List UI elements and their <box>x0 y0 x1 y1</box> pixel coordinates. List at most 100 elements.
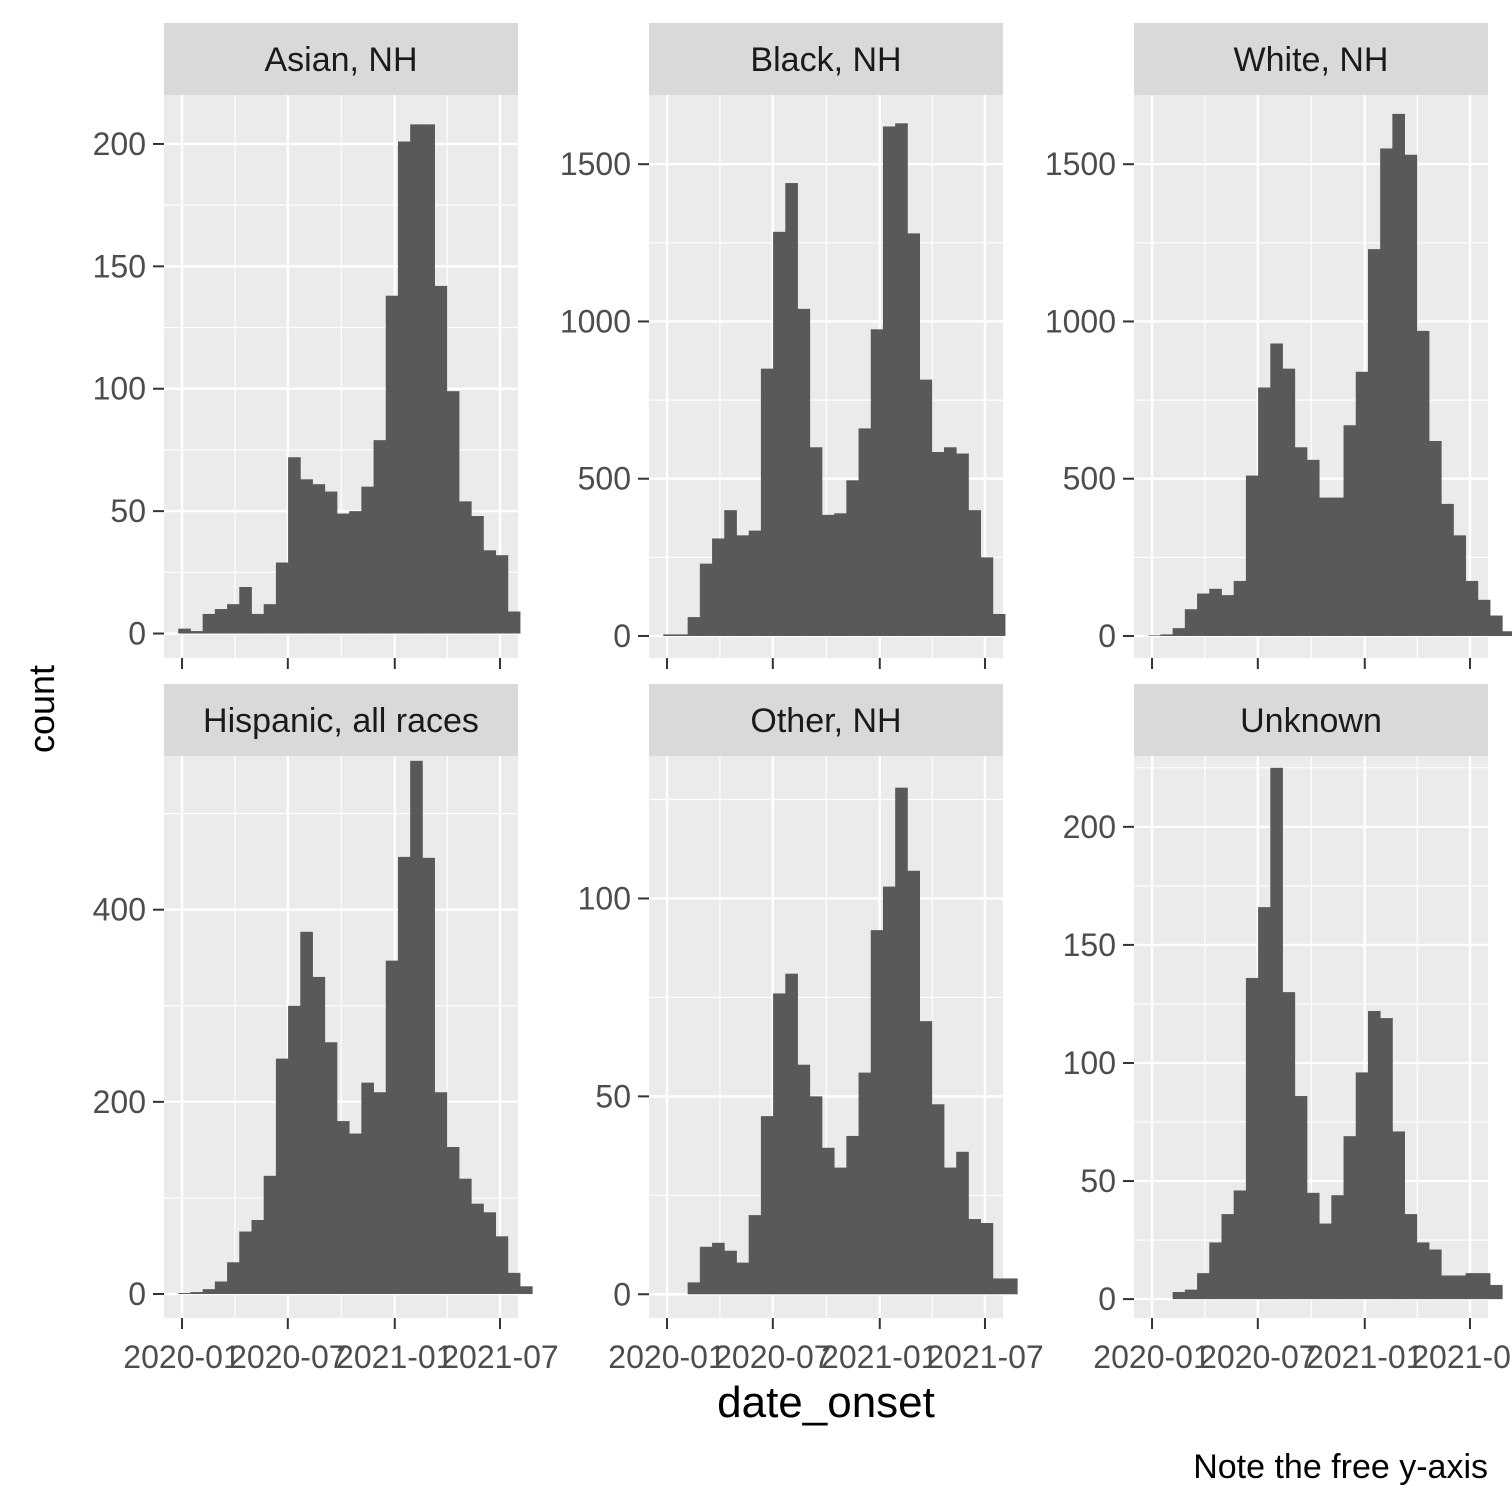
histogram-bar <box>361 1082 374 1294</box>
histogram-bar <box>190 1292 204 1294</box>
histogram-bar <box>1245 977 1259 1300</box>
histogram-bar <box>675 634 689 636</box>
histogram-bar <box>1221 595 1235 636</box>
histogram-bar <box>809 447 823 636</box>
panel-4: Hispanic, all races 0 200 400 2020-012020-07… <box>93 684 559 1375</box>
x-tick-label: 2020-01 <box>123 1339 240 1375</box>
histogram-bar <box>1502 631 1512 636</box>
histogram-bar <box>495 555 509 634</box>
histogram-bar <box>980 1223 994 1295</box>
histogram-bar <box>263 604 277 634</box>
histogram-bar <box>263 1175 277 1294</box>
y-tick-label: 500 <box>1063 461 1116 497</box>
histogram-bar <box>385 295 399 634</box>
histogram-bar <box>483 550 497 634</box>
y-tick-label: 200 <box>1063 809 1116 845</box>
y-tick-label: 50 <box>595 1078 631 1114</box>
histogram-bar <box>1380 148 1393 636</box>
histogram-bar <box>1429 440 1442 636</box>
histogram-bar <box>1441 1275 1454 1300</box>
histogram-bar <box>1306 459 1320 636</box>
histogram-bar <box>1355 371 1369 636</box>
histogram-bar <box>1282 992 1296 1300</box>
histogram-bar <box>507 611 521 634</box>
histogram-bar <box>1148 635 1161 636</box>
facet-label: Unknown <box>1240 702 1382 740</box>
x-tick-label: 2021-07 <box>1411 1339 1512 1375</box>
histogram-bar <box>373 440 387 634</box>
histogram-bar <box>773 231 786 636</box>
facet-strip <box>649 23 1003 95</box>
y-tick-label: 100 <box>1063 1045 1116 1081</box>
histogram-bar <box>760 1116 774 1295</box>
histogram-bar <box>699 1246 713 1295</box>
histogram-bar <box>1258 387 1271 636</box>
y-tick-label: 0 <box>128 616 146 652</box>
panel-2: Black, NH 0 500 1000 1500 <box>560 23 1006 669</box>
y-tick-label: 0 <box>1098 618 1116 654</box>
histogram-bar <box>202 1289 216 1294</box>
facet-label: Other, NH <box>750 702 901 740</box>
histogram-bar <box>312 976 326 1294</box>
histogram-bar <box>349 1133 362 1294</box>
histogram-bar <box>1319 1223 1332 1300</box>
histogram-bar <box>956 453 969 636</box>
histogram-bar <box>1005 1278 1018 1295</box>
y-tick-label: 200 <box>93 126 146 162</box>
facet-strip <box>1134 23 1488 95</box>
histogram-bar <box>239 587 252 634</box>
histogram-bar <box>931 451 945 636</box>
histogram-bar <box>882 126 896 636</box>
histogram-bar <box>459 501 472 634</box>
histogram-bar <box>748 530 762 636</box>
histogram-bar <box>1380 1018 1393 1300</box>
histogram-bar <box>858 1072 872 1295</box>
y-axis-title: count <box>21 664 62 754</box>
histogram-bar <box>324 1042 338 1294</box>
histogram-bar <box>275 562 289 634</box>
histogram-bar <box>773 993 786 1295</box>
histogram-bar <box>434 285 448 634</box>
histogram-bar <box>397 141 411 634</box>
histogram-bar <box>687 617 701 636</box>
y-tick-label: 1000 <box>1045 303 1116 339</box>
histogram-bar <box>385 960 399 1294</box>
histogram-bar <box>834 1167 847 1295</box>
histogram-bar <box>882 886 896 1295</box>
histogram-bar <box>712 538 725 636</box>
histogram-bar <box>288 457 301 634</box>
histogram-bar <box>471 1203 484 1294</box>
histogram-bar <box>931 1104 945 1295</box>
histogram-bar <box>312 484 326 634</box>
histogram-bar <box>1416 1242 1430 1300</box>
histogram-bar <box>1392 1131 1405 1300</box>
histogram-bar <box>507 1272 521 1294</box>
histogram-bar <box>1197 1273 1210 1300</box>
histogram-bar <box>227 1262 240 1294</box>
histogram-bar <box>919 1021 933 1295</box>
x-tick-label: 2021-07 <box>926 1339 1043 1375</box>
histogram-bar <box>663 634 676 636</box>
histogram-bar <box>1367 249 1381 636</box>
x-tick-label: 2021-01 <box>821 1339 938 1375</box>
panel-5: Other, NH 0 50 100 2020-012020-072021-012021… <box>578 684 1044 1375</box>
histogram-bar <box>483 1212 497 1294</box>
histogram-bar <box>422 124 435 634</box>
histogram-bar <box>687 1282 701 1295</box>
histogram-bar <box>944 447 957 636</box>
histogram-bar <box>336 513 350 634</box>
y-tick-label: 0 <box>613 618 631 654</box>
histogram-bar <box>239 1231 252 1294</box>
histogram-bar <box>1465 1273 1479 1300</box>
x-axis-title: date_onset <box>717 1378 935 1427</box>
facet-label: White, NH <box>1234 41 1389 79</box>
histogram-bar <box>821 514 835 636</box>
histogram-bar <box>1343 425 1357 636</box>
histogram-bar <box>1453 1275 1467 1300</box>
histogram-bar <box>178 628 191 634</box>
histogram-bar <box>1221 1214 1235 1300</box>
histogram-bar <box>1490 1284 1503 1300</box>
y-tick-label: 100 <box>93 371 146 407</box>
histogram-bar <box>785 183 798 636</box>
